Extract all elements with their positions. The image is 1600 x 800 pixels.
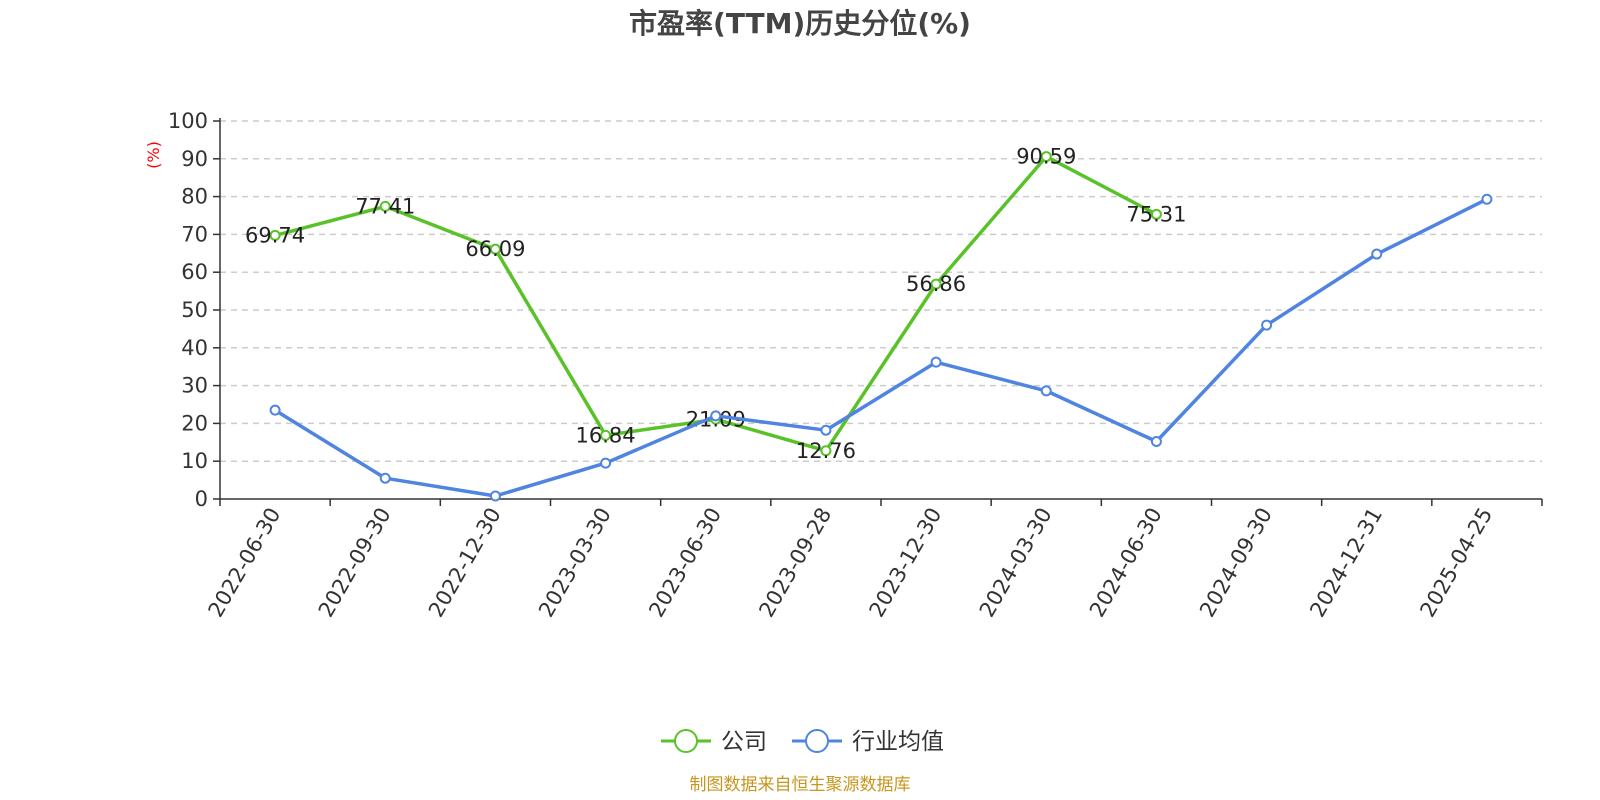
x-tick-label: 2024-06-30 [1085, 504, 1167, 622]
series-layer: 69.7477.4166.0916.8421.0912.7656.8690.59… [245, 145, 1493, 502]
data-label: 66.09 [465, 237, 525, 261]
y-tick-label: 90 [181, 147, 208, 171]
source-note: 制图数据来自恒生聚源数据库 [690, 775, 911, 795]
y-tick-label: 30 [181, 374, 208, 398]
data-point[interactable] [930, 356, 942, 368]
x-tick-label: 2024-09-30 [1195, 504, 1277, 622]
data-point[interactable] [710, 410, 722, 422]
x-tick-label: 2024-03-30 [975, 504, 1057, 622]
legend-marker [805, 729, 829, 753]
data-label: 56.86 [906, 272, 966, 296]
chart-title: 市盈率(TTM)历史分位(%) [629, 7, 971, 40]
data-point[interactable] [1040, 385, 1052, 397]
y-tick-label: 10 [181, 449, 208, 473]
data-point[interactable] [379, 472, 391, 484]
data-point[interactable] [1150, 436, 1162, 448]
y-tick-label: 80 [181, 185, 208, 209]
data-point[interactable] [489, 243, 501, 255]
series-line [274, 197, 1488, 498]
data-label: 90.59 [1016, 145, 1076, 169]
data-point[interactable] [1150, 208, 1162, 220]
y-tick-label: 70 [181, 222, 208, 246]
y-tick-label: 100 [168, 109, 208, 133]
data-point[interactable] [1040, 151, 1052, 163]
legend-item[interactable]: 公司 [661, 729, 767, 755]
legend-label: 公司 [721, 729, 767, 755]
x-tick-label: 2023-12-30 [865, 503, 947, 621]
data-point[interactable] [820, 424, 832, 436]
x-tick-label: 2024-12-31 [1305, 504, 1387, 622]
y-tick-label: 60 [181, 260, 208, 284]
data-label: 75.31 [1126, 202, 1186, 226]
data-label: 69.74 [245, 223, 305, 247]
y-tick-label: 20 [181, 411, 208, 435]
data-point[interactable] [930, 278, 942, 290]
data-point[interactable] [1261, 319, 1273, 331]
y-tick-label: 0 [195, 487, 208, 511]
data-point[interactable] [379, 200, 391, 212]
data-point[interactable] [489, 490, 501, 502]
legend-label: 行业均值 [852, 729, 944, 755]
x-tick-label: 2023-03-30 [534, 504, 616, 622]
x-tick-label: 2025-04-25 [1415, 504, 1497, 622]
data-point[interactable] [600, 429, 612, 441]
data-label: 16.84 [576, 423, 636, 447]
data-point[interactable] [820, 445, 832, 457]
y-axis-label: (%) [144, 141, 163, 169]
data-point[interactable] [269, 229, 281, 241]
legend-item[interactable]: 行业均值 [792, 729, 944, 755]
legend[interactable]: 公司 行业均值 [661, 729, 944, 755]
x-tick-label: 2022-12-30 [424, 503, 506, 621]
y-tick-label: 40 [181, 336, 208, 360]
data-point[interactable] [1481, 193, 1493, 205]
data-point[interactable] [269, 404, 281, 416]
series-2 [269, 193, 1493, 502]
data-label: 12.76 [796, 439, 856, 463]
data-label: 77.41 [355, 194, 415, 218]
axes: 0 10 20 30 40 50 60 70 80 90 100 2022-06-30 2022-09-… [168, 109, 1543, 622]
x-tick-label: 2023-09-28 [754, 504, 836, 622]
y-tick-label: 50 [181, 298, 208, 322]
x-tick-label: 2023-06-30 [644, 504, 726, 622]
data-point[interactable] [600, 457, 612, 469]
data-point[interactable] [1371, 248, 1383, 260]
x-tick-label: 2022-09-30 [314, 504, 396, 622]
grid-lines [220, 120, 1542, 462]
x-tick-label: 2022-06-30 [204, 504, 286, 622]
legend-marker [674, 729, 698, 753]
